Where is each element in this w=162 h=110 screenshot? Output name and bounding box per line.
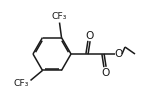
Text: O: O bbox=[115, 49, 123, 59]
Text: O: O bbox=[101, 68, 110, 78]
Text: CF₃: CF₃ bbox=[14, 79, 29, 88]
Text: O: O bbox=[85, 30, 94, 40]
Text: CF₃: CF₃ bbox=[52, 12, 67, 21]
